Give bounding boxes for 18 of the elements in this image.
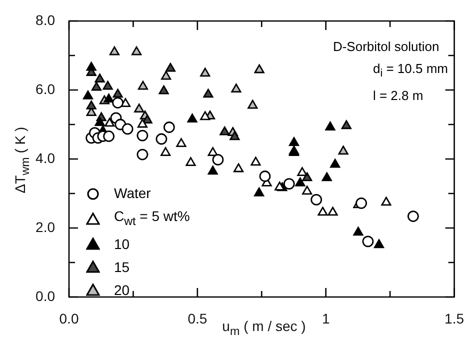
annotation: d$_{i}$ = 10.5 mm bbox=[372, 60, 448, 82]
y-tick-label: 8.0 bbox=[36, 12, 56, 28]
annotation: l = 2.8 m bbox=[372, 86, 424, 105]
legend-label: 20 bbox=[114, 280, 130, 300]
legend-label: Water bbox=[114, 184, 151, 203]
legend-label: 15 bbox=[114, 258, 130, 277]
x-tick-label: 1.5 bbox=[444, 310, 464, 326]
y-tick-label: 2.0 bbox=[36, 218, 56, 235]
x-tick-label: 1 bbox=[322, 310, 330, 326]
x-tick-label: 0.5 bbox=[188, 310, 208, 326]
x-axis-title: u$_{m}$ ( m / sec ) bbox=[222, 318, 306, 338]
y-tick-label: 6.0 bbox=[36, 80, 56, 97]
annotation: D-Sorbitol solution bbox=[332, 38, 440, 56]
legend-label: 10 bbox=[114, 234, 130, 254]
y-tick-label: 0.0 bbox=[36, 288, 56, 304]
legend-label: C$_{wt}$ = 5 wt% bbox=[114, 207, 190, 230]
y-tick-label: 4.0 bbox=[36, 150, 56, 166]
x-tick-label: 0.0 bbox=[59, 310, 79, 326]
